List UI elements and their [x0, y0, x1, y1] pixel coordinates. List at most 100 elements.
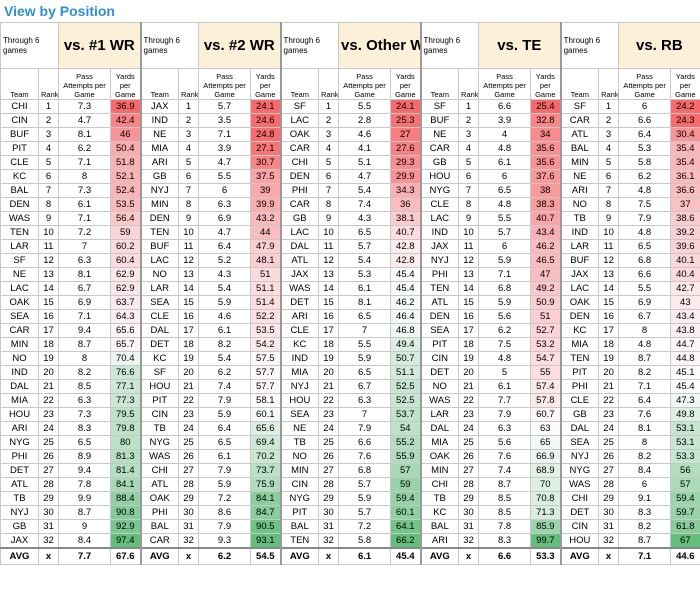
team: TB: [420, 491, 460, 506]
pass-attempts: 4.7: [198, 225, 252, 240]
row: LAC 14 6.7 62.9 LAR 14 5.4 51.1 WAS 14 6.1 45.4 TEN 1…: [0, 281, 700, 296]
rank: 19: [178, 351, 200, 366]
team: JAX: [560, 267, 600, 282]
team: OAK: [420, 449, 460, 464]
pass-attempts: 8.5: [478, 491, 532, 506]
average: AVG: [420, 547, 460, 565]
average: AVG: [0, 547, 39, 565]
team: SF: [140, 365, 180, 380]
through-label: Through 6 games: [560, 22, 620, 69]
yards: 43.4: [530, 225, 562, 240]
team: HOU: [560, 533, 600, 549]
pass-attempts: 8.2: [618, 449, 672, 464]
yards: 27: [390, 127, 422, 142]
team: SEA: [0, 309, 39, 324]
pass-attempts: 7.2: [338, 519, 392, 534]
team: GB: [280, 211, 320, 226]
row: TEN 10 7.2 59 TEN 10 4.7 44 LAC 10 6.5 40.7 IND 10 5.7…: [0, 225, 700, 240]
row: Team Rank Pass Attempts per Game Yards per …: [0, 68, 700, 100]
team: LAR: [140, 281, 180, 296]
yards: 43.2: [250, 211, 282, 226]
pass-attempts: 7.5: [618, 197, 672, 212]
row: ARI 24 8.3 79.8 TB 24 6.4 65.6 NE 24 7.9 54 DAL 24 6.3…: [0, 421, 700, 436]
rank: 28: [37, 477, 60, 492]
rank: 14: [37, 281, 60, 296]
yards: 52.5: [390, 393, 422, 408]
pass-attempts: 6.4: [198, 421, 252, 436]
team: PIT: [420, 337, 460, 352]
yards: 59: [110, 225, 142, 240]
rank: 22: [178, 393, 200, 408]
yards: 51.4: [250, 295, 282, 310]
rank: 18: [318, 337, 340, 352]
row: BUF 3 8.1 46 NE 3 7.1 24.8 OAK 3 4.6 27 NE 3 4 34 ATL 3 6.…: [0, 127, 700, 142]
yards: 46.8: [390, 323, 422, 338]
pass-attempts: 5.8: [338, 533, 392, 549]
pass-attempts: 8.7: [58, 337, 112, 352]
pass-attempts: 5.4: [198, 281, 252, 296]
team: IND: [420, 225, 460, 240]
yards: 54: [390, 421, 422, 436]
yards: 27.6: [390, 141, 422, 156]
team: CIN: [0, 113, 39, 128]
through-label: Through 6 games: [280, 22, 340, 69]
yards: 77.1: [110, 379, 142, 394]
yards: 60.1: [390, 505, 422, 520]
pass-attempts: 7.6: [618, 407, 672, 422]
pass-attempts: 6.5: [478, 183, 532, 198]
team: CLE: [280, 323, 320, 338]
pass-attempts: 6.3: [478, 421, 532, 436]
rank: 26: [598, 449, 620, 464]
rank: 1: [458, 99, 480, 114]
average: 54.5: [250, 547, 282, 565]
pass-attempts: 5.5: [338, 99, 392, 114]
rank: 7: [458, 183, 480, 198]
row: KC 6 8 52.1 GB 6 5.5 37.5 DEN 6 4.7 29.9 HOU 6 6 37.6 NE…: [0, 169, 700, 184]
row: NYJ 30 8.7 90.8 PHI 30 8.6 84.7 PIT 30 5.7 60.1 KC 30…: [0, 505, 700, 520]
rank: 1: [598, 99, 620, 114]
pass-attempts: 7.9: [478, 407, 532, 422]
row: DET 27 9.4 81.4 CHI 27 7.9 73.7 MIN 27 6.8 57 MIN 27 7…: [0, 463, 700, 478]
rank: 28: [318, 477, 340, 492]
team: LAC: [560, 281, 600, 296]
pass-attempts: 4.8: [478, 351, 532, 366]
yards: 79.8: [110, 421, 142, 436]
row: MIA 22 6.3 77.3 PIT 22 7.9 58.1 HOU 22 6.3 52.5 WAS 2…: [0, 393, 700, 408]
team: TEN: [420, 281, 460, 296]
rank: 30: [318, 505, 340, 520]
average: x: [318, 547, 340, 565]
rank: 30: [598, 505, 620, 520]
team: IND: [0, 365, 39, 380]
yards: 55.2: [390, 435, 422, 450]
team: CHI: [560, 491, 600, 506]
yards: 59.4: [390, 491, 422, 506]
team: OAK: [560, 295, 600, 310]
team: DAL: [280, 239, 320, 254]
pass-attempts: 7: [338, 407, 392, 422]
team: NYJ: [0, 505, 39, 520]
team: CHI: [280, 155, 320, 170]
row: DEN 8 6.1 53.5 MIN 8 6.3 39.9 CAR 8 7.4 36 CLE 8 4.8 38…: [0, 197, 700, 212]
team: NO: [140, 267, 180, 282]
pass-attempts: 5.4: [198, 351, 252, 366]
yards: 70.8: [530, 491, 562, 506]
yards: 25.3: [390, 113, 422, 128]
pass-attempts: 3.9: [478, 113, 532, 128]
pass-attempts: 4.8: [478, 141, 532, 156]
yards: 30.7: [250, 155, 282, 170]
team: DET: [140, 337, 180, 352]
pass-attempts: 6.8: [478, 281, 532, 296]
team: IND: [140, 113, 180, 128]
yards: 35.6: [530, 141, 562, 156]
team: JAX: [140, 99, 180, 114]
rank: 29: [178, 491, 200, 506]
pass-attempts: 6.7: [58, 281, 112, 296]
team: NYG: [420, 183, 460, 198]
average: 7.7: [58, 547, 112, 565]
yards: 64.1: [390, 519, 422, 534]
pass-attempts: 6.9: [58, 295, 112, 310]
team: SF: [560, 99, 600, 114]
pass-attempts: 8.1: [338, 295, 392, 310]
yards: 70.4: [110, 351, 142, 366]
pass-attempts: 7.2: [198, 491, 252, 506]
